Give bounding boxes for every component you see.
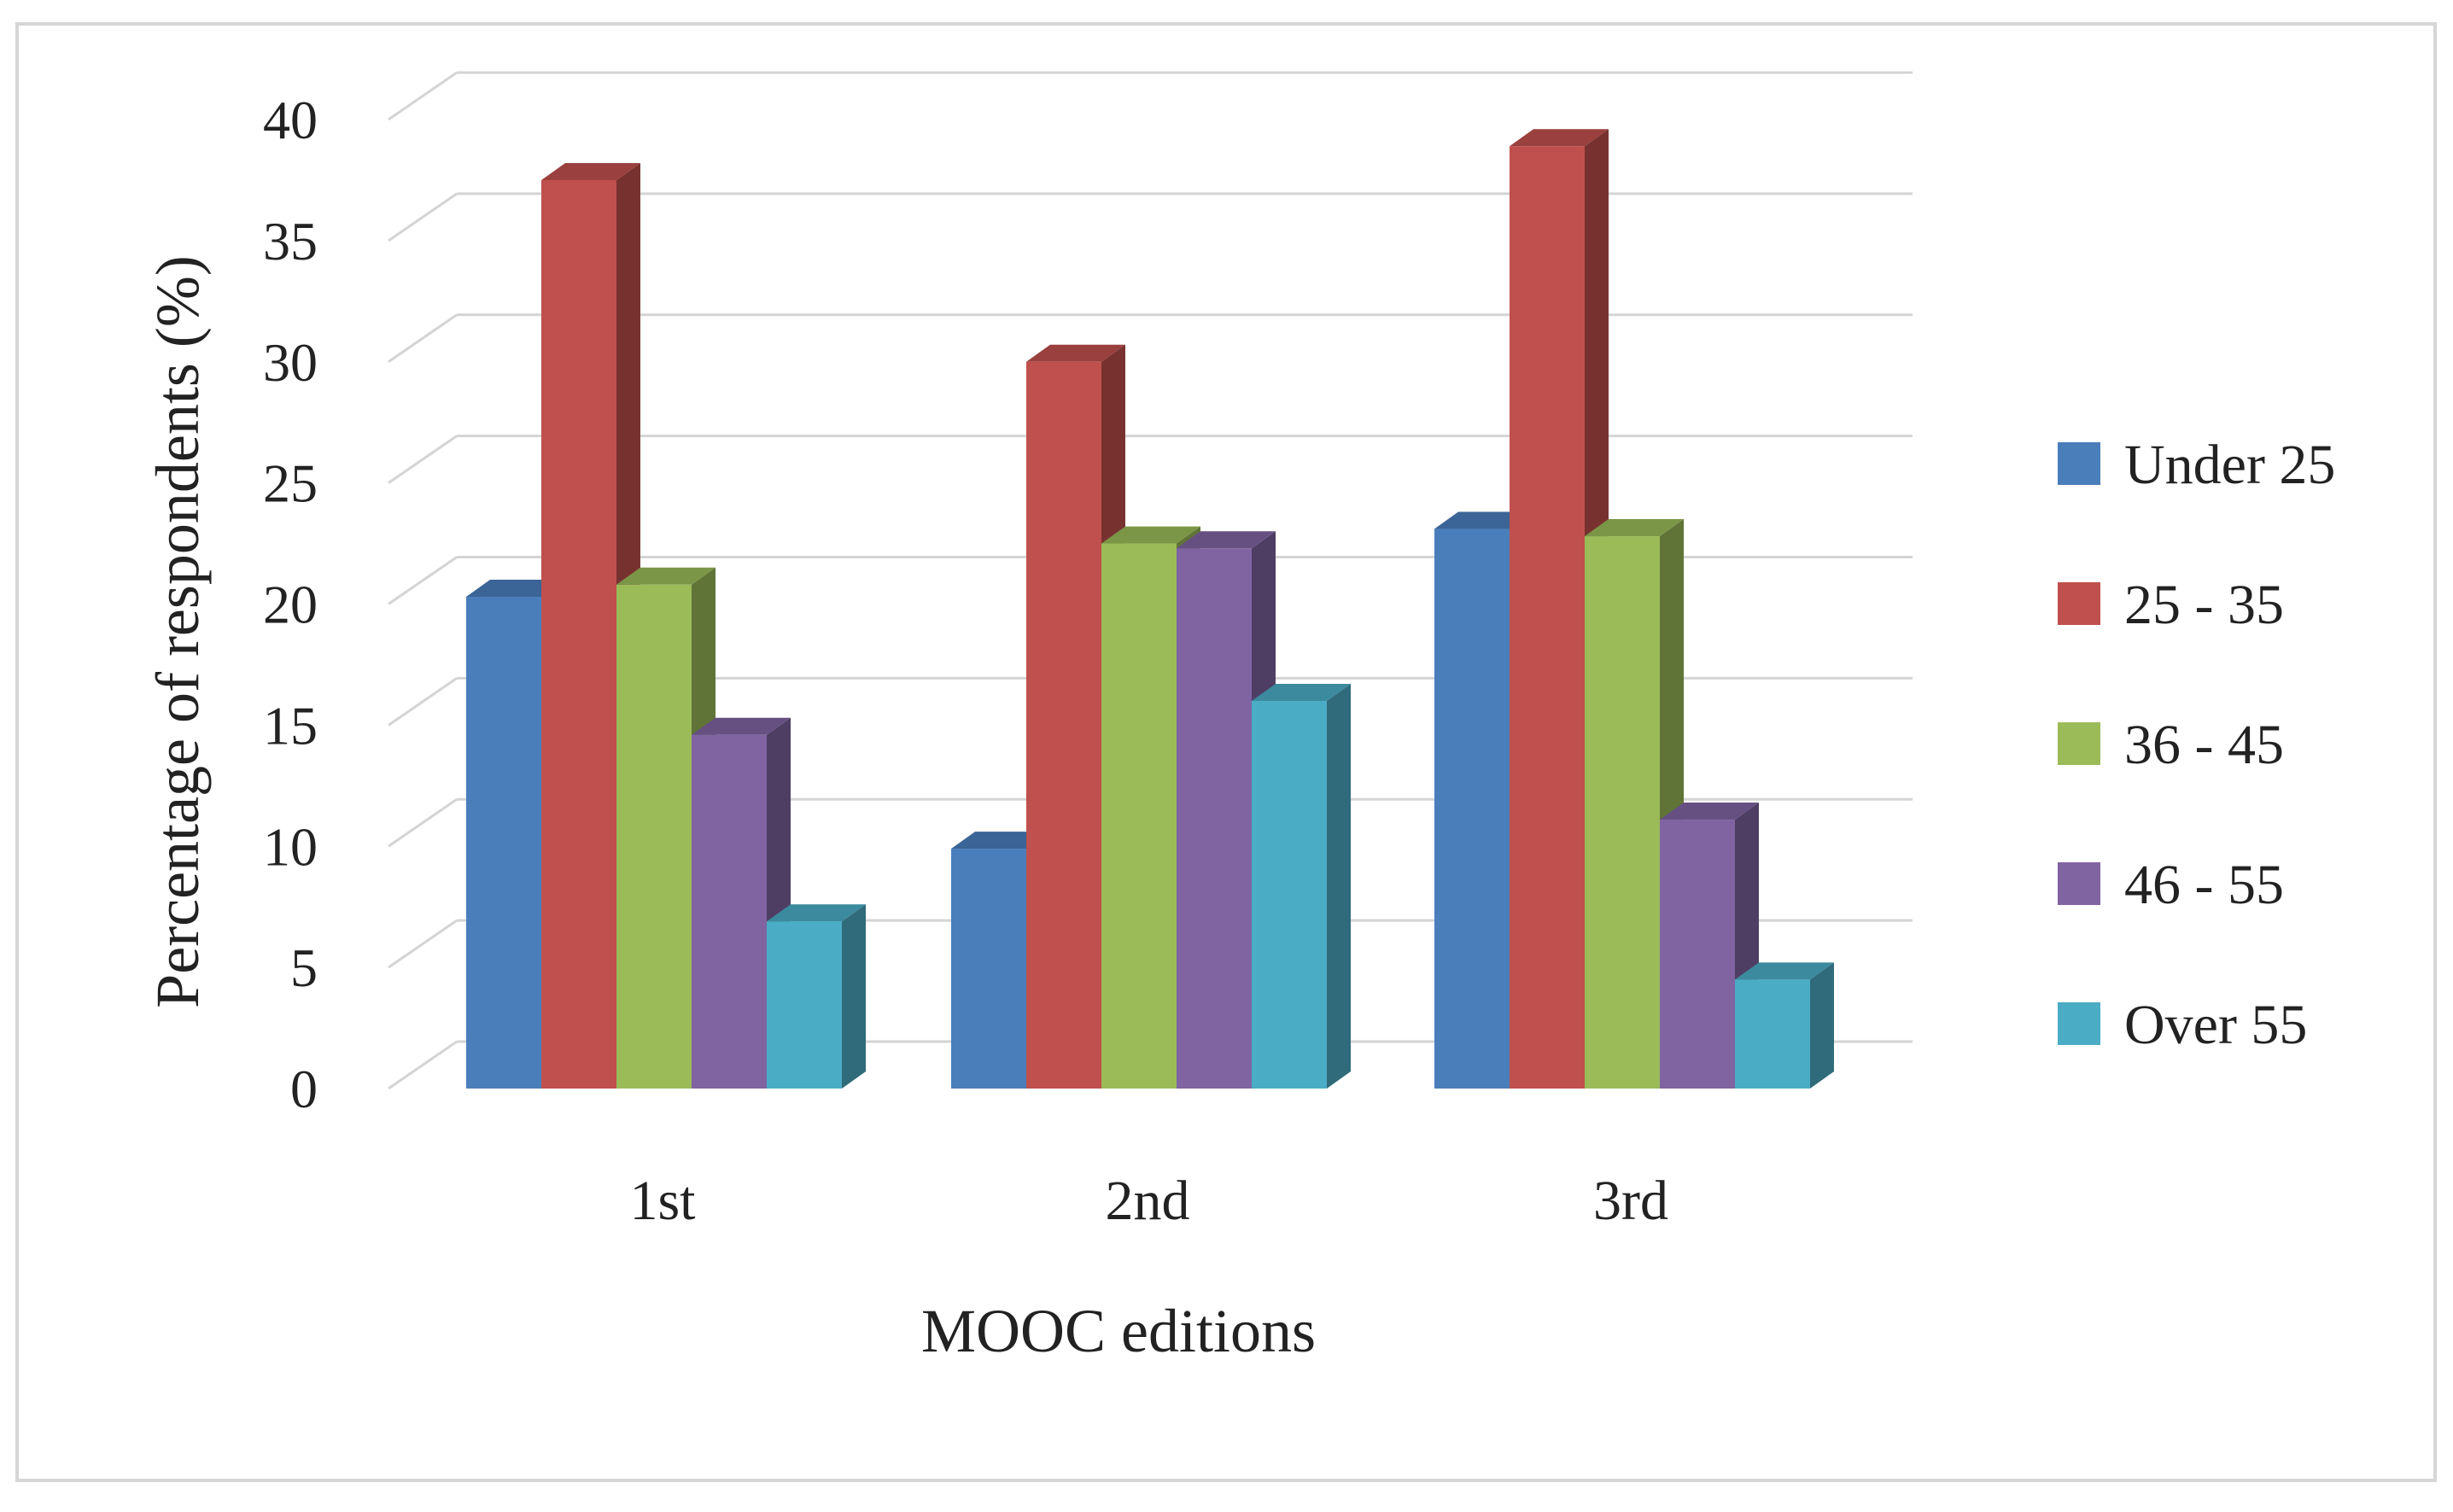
bar	[767, 904, 866, 1089]
legend-label: 25 - 35	[2124, 574, 2284, 636]
legend-item: 36 - 45	[2058, 714, 2284, 776]
legend-label: 36 - 45	[2124, 714, 2284, 776]
legend: Under 25 25 - 35 36 - 45 46 - 55 Over 55	[2058, 434, 2335, 1056]
legend-swatch	[2058, 722, 2100, 765]
y-tick-label: 40	[263, 90, 318, 150]
legend-item: Under 25	[2058, 434, 2335, 496]
bars	[466, 129, 1834, 1089]
bar	[1735, 962, 1834, 1089]
legend-label: 46 - 55	[2124, 854, 2284, 916]
y-tick-label: 15	[263, 695, 318, 756]
legend-swatch	[2058, 862, 2100, 905]
x-axis-ticks: 1st 2nd 3rd	[629, 1170, 1668, 1232]
y-tick-label: 5	[290, 937, 318, 998]
y-tick-label: 30	[263, 332, 318, 393]
bar	[1252, 684, 1351, 1089]
legend-item: 25 - 35	[2058, 574, 2284, 636]
x-tick-label: 3rd	[1593, 1170, 1668, 1232]
gridline	[388, 313, 1913, 363]
y-tick-label: 10	[263, 816, 318, 877]
y-tick-label: 0	[290, 1059, 318, 1119]
legend-swatch	[2058, 582, 2100, 625]
gridline	[388, 435, 1913, 484]
gridline	[388, 192, 1913, 242]
legend-swatch	[2058, 1002, 2100, 1045]
y-axis-title: Percentage of respondents (%)	[143, 255, 212, 1008]
y-tick-label: 35	[263, 211, 318, 271]
legend-swatch	[2058, 442, 2100, 485]
y-axis-ticks: 0 5 10 15 20 25 30 35 40	[263, 90, 318, 1119]
x-axis-title: MOOC editions	[921, 1297, 1316, 1365]
legend-item: 46 - 55	[2058, 854, 2284, 916]
x-tick-label: 1st	[629, 1170, 695, 1232]
legend-label: Over 55	[2124, 994, 2307, 1056]
y-tick-label: 20	[263, 575, 318, 635]
gridline	[388, 71, 1913, 121]
bar	[1177, 531, 1276, 1089]
bar	[1660, 803, 1759, 1089]
legend-item: Over 55	[2058, 994, 2307, 1056]
legend-label: Under 25	[2124, 434, 2335, 496]
y-tick-label: 25	[263, 453, 318, 514]
x-tick-label: 2nd	[1106, 1170, 1190, 1232]
